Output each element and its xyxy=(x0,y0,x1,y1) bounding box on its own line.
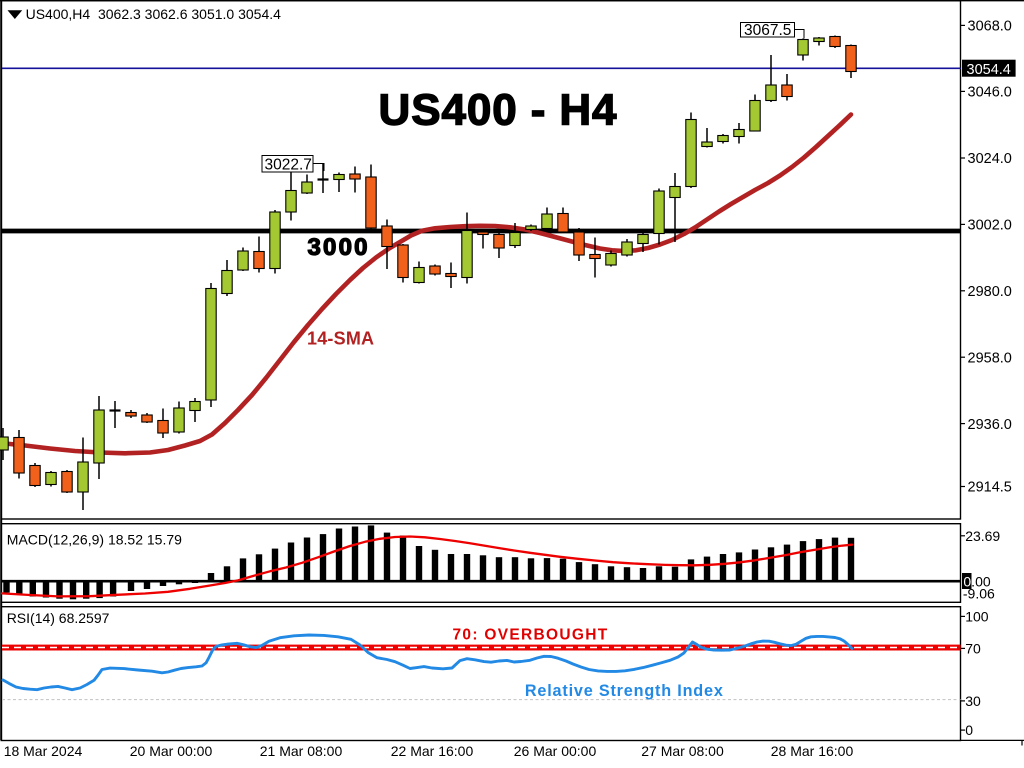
svg-text:2980.0: 2980.0 xyxy=(968,284,1012,300)
svg-text:2914.5: 2914.5 xyxy=(968,480,1012,496)
svg-text:3068.0: 3068.0 xyxy=(968,19,1012,35)
svg-text:3054.4: 3054.4 xyxy=(967,62,1011,78)
svg-text:MACD(12,26,9) 18.52 15.79: MACD(12,26,9) 18.52 15.79 xyxy=(7,531,182,547)
svg-text:US400 - H4: US400 - H4 xyxy=(379,85,618,134)
svg-text:21 Mar 08:00: 21 Mar 08:00 xyxy=(260,743,343,759)
svg-text:3067.5: 3067.5 xyxy=(744,22,791,39)
svg-text:RSI(14) 68.2597: RSI(14) 68.2597 xyxy=(7,610,110,626)
svg-text:100: 100 xyxy=(965,608,989,624)
svg-text:28 Mar 16:00: 28 Mar 16:00 xyxy=(771,743,854,759)
svg-text:-9.06: -9.06 xyxy=(963,586,995,602)
svg-text:30: 30 xyxy=(965,693,981,709)
svg-text:22 Mar 16:00: 22 Mar 16:00 xyxy=(391,743,474,759)
svg-text:18 Mar 2024: 18 Mar 2024 xyxy=(4,743,83,759)
svg-text:Relative Strength Index: Relative Strength Index xyxy=(525,682,724,700)
svg-text:0: 0 xyxy=(963,574,971,590)
svg-text:3002.0: 3002.0 xyxy=(968,218,1012,234)
svg-text:3022.7: 3022.7 xyxy=(265,156,312,173)
svg-text:27 Mar 08:00: 27 Mar 08:00 xyxy=(641,743,724,759)
svg-text:26 Mar 00:00: 26 Mar 00:00 xyxy=(514,743,597,759)
svg-text:0: 0 xyxy=(965,722,973,738)
svg-text:23.69: 23.69 xyxy=(965,528,1000,544)
svg-text:0.00: 0.00 xyxy=(963,574,990,590)
svg-text:3000: 3000 xyxy=(308,234,370,261)
svg-text:14-SMA: 14-SMA xyxy=(307,329,374,349)
svg-text:US400,H4 3062.3 3062.6 3051.0: US400,H4 3062.3 3062.6 3051.0 3054.4 xyxy=(26,6,282,22)
svg-text:3046.0: 3046.0 xyxy=(968,85,1012,101)
svg-text:70: 70 xyxy=(965,640,981,656)
svg-text:2936.0: 2936.0 xyxy=(968,417,1012,433)
svg-text:3024.0: 3024.0 xyxy=(968,151,1012,167)
svg-text:2958.0: 2958.0 xyxy=(968,350,1012,366)
svg-text:20 Mar 00:00: 20 Mar 00:00 xyxy=(130,743,213,759)
svg-text:70: OVERBOUGHT: 70: OVERBOUGHT xyxy=(453,627,609,644)
